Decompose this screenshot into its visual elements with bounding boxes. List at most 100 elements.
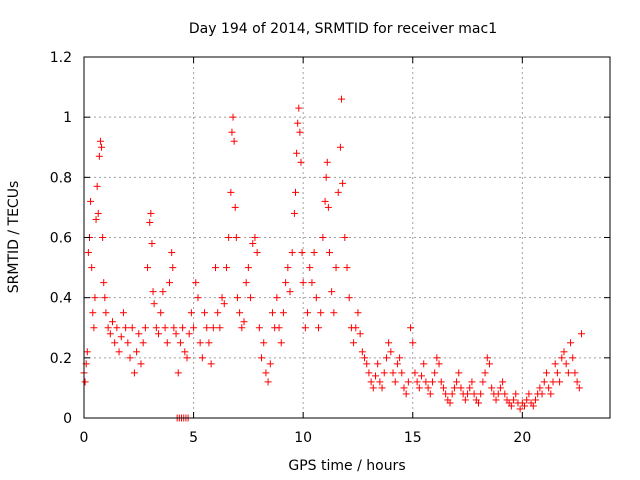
data-point [481,369,489,377]
data-point [496,384,504,392]
data-point [106,330,114,338]
data-point [435,360,443,368]
data-point [216,324,224,332]
data-point [382,354,390,362]
data-point [324,203,332,211]
data-point [203,324,211,332]
data-point [453,378,461,386]
data-points [80,95,586,422]
data-point [148,240,156,248]
data-point [492,396,500,404]
data-point [540,378,548,386]
data-point [98,143,106,151]
data-point [172,330,180,338]
data-point [89,309,97,317]
data-point [551,360,559,368]
data-point [190,324,198,332]
data-point [400,384,408,392]
x-tick-label: 0 [80,430,89,446]
data-point [100,279,108,287]
data-point [218,294,226,302]
data-point [578,330,586,338]
data-point [228,128,236,136]
x-tick-label: 5 [189,430,198,446]
y-tick-label: 0.6 [50,231,72,247]
data-point [137,360,145,368]
x-axis-ticks: 0 5 10 15 20 [80,57,531,446]
data-point [507,402,515,410]
data-point [371,372,379,380]
data-point [91,294,99,302]
data-point [475,399,482,407]
data-point [288,249,296,257]
data-point [128,324,136,332]
data-point [525,390,533,398]
data-point [87,197,95,205]
data-point [380,369,388,377]
data-point [165,279,173,287]
data-point [102,309,110,317]
data-point [420,360,428,368]
y-tick-label: 0 [63,411,72,427]
data-point [378,384,386,392]
data-point [187,309,195,317]
data-point [220,300,228,308]
data-point [442,390,450,398]
data-point [512,390,520,398]
data-point [448,390,456,398]
data-point [297,158,305,166]
data-point [260,339,268,347]
data-point [461,396,469,404]
data-point [149,288,157,296]
data-point [413,378,421,386]
data-point [387,348,395,356]
data-point [343,264,351,272]
data-point [455,369,463,377]
data-point [341,234,349,241]
data-point [418,372,426,380]
data-point [361,354,369,362]
data-point [330,309,338,317]
data-point [94,209,102,217]
data-point [174,369,182,377]
data-point [99,234,107,241]
data-point [185,330,193,338]
data-point [93,182,101,190]
chart-title: Day 194 of 2014, SRMTID for receiver mac… [189,21,497,37]
data-point [464,390,472,398]
data-point [536,384,544,392]
data-point [310,249,318,257]
data-point [150,300,158,308]
data-point [222,264,230,272]
data-point [111,339,119,347]
data-point [90,324,98,332]
data-point [113,324,121,332]
y-tick-label: 0.8 [50,170,72,186]
data-point [275,324,283,332]
data-point [468,378,476,386]
data-point [545,384,553,392]
data-point [334,188,342,196]
data-point [304,309,312,317]
data-point [130,369,138,377]
data-point [523,396,531,404]
data-point [168,249,176,257]
data-point [354,309,362,317]
data-point [325,249,333,257]
data-point [84,249,92,257]
data-point [88,264,96,272]
data-point [279,309,287,317]
data-point [181,348,189,356]
data-point [426,390,434,398]
y-axis-ticks: 0 0.2 0.4 0.6 0.8 1 1.2 [50,50,610,427]
data-point [255,324,263,332]
data-point [233,294,241,302]
data-point [350,339,358,347]
data-point [398,369,406,377]
data-point [296,128,304,136]
data-point [391,378,399,386]
data-point [108,318,116,326]
data-point [374,360,382,368]
data-point [494,390,502,398]
data-point [404,378,412,386]
